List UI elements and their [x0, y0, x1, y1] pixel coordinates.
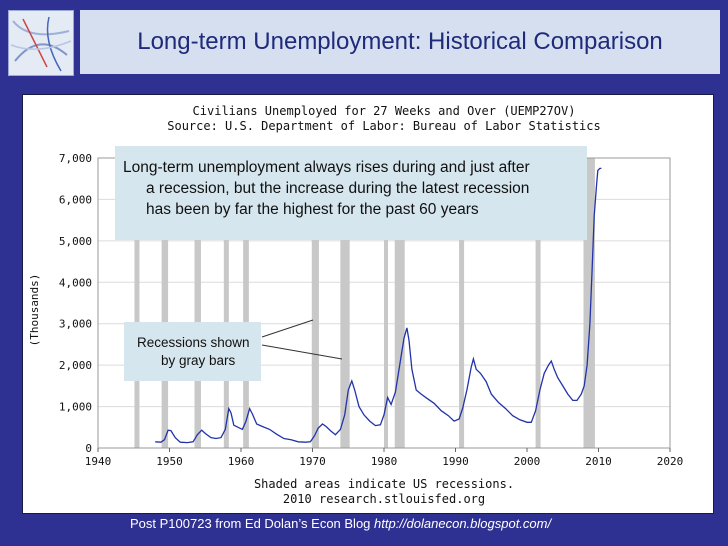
title-banner: Long-term Unemployment: Historical Compa… [80, 10, 720, 74]
axis-ticks: 0 1,000 2,000 3,000 4,000 5,000 6,000 7,000 1940… [59, 152, 683, 468]
footer-link[interactable]: http://dolanecon.blogspot.com/ [374, 516, 552, 531]
chart-frame: Civilians Unemployed for 27 Weeks and Ov… [22, 94, 714, 514]
recession-bar [394, 158, 405, 448]
slide-title: Long-term Unemployment: Historical Compa… [137, 28, 663, 55]
annotation-line-1: Long-term unemployment always rises duri… [123, 159, 530, 176]
recession-bar [243, 158, 249, 448]
chart-credit: 2010 research.stlouisfed.org [283, 492, 485, 506]
x-tick-label: 1940 [85, 455, 112, 468]
recession-bars [134, 158, 595, 448]
annotation-line-2: a recession, but the increase during the… [146, 180, 530, 197]
annotation-line-3: has been by far the highest for the past… [146, 201, 479, 218]
recession-note-line-1: Recessions shown [137, 335, 250, 350]
recession-bar [459, 158, 465, 448]
x-tick-label: 1960 [228, 455, 255, 468]
y-axis-label: (Thousands) [28, 274, 41, 347]
y-tick-label: 1,000 [59, 401, 92, 414]
recession-bar [194, 158, 201, 448]
y-tick-label: 5,000 [59, 235, 92, 248]
recession-bar [311, 158, 319, 448]
recession-bar [161, 158, 169, 448]
recession-bar [535, 158, 541, 448]
annotation-callout-main: Long-term unemployment always rises duri… [115, 146, 587, 240]
callout-pointer-upper [261, 319, 314, 338]
logo-graphic [9, 11, 73, 75]
y-tick-label: 0 [85, 442, 92, 455]
recession-bar [384, 158, 388, 448]
recession-bar [340, 158, 350, 448]
callout-pointer-lower [261, 344, 343, 360]
recession-note-line-2: by gray bars [161, 353, 236, 368]
footer-text: Post P100723 from Ed Dolan’s Econ Blog [130, 516, 371, 531]
recession-bar [134, 158, 140, 448]
footer: Post P100723 from Ed Dolan’s Econ Blog h… [130, 516, 551, 534]
recession-bar [223, 158, 229, 448]
series-line-uemp27ov [155, 167, 602, 444]
logo [8, 10, 74, 76]
recession-bar [583, 158, 595, 448]
y-tick-label: 7,000 [59, 152, 92, 165]
y-tick-label: 2,000 [59, 359, 92, 372]
chart-title: Civilians Unemployed for 27 Weeks and Ov… [193, 104, 576, 118]
chart-subtitle: Source: U.S. Department of Labor: Bureau… [167, 119, 600, 133]
y-tick-label: 6,000 [59, 193, 92, 206]
annotation-callout-recessions: Recessions shown by gray bars [124, 322, 261, 381]
x-tick-label: 1990 [442, 455, 469, 468]
x-tick-label: 2010 [585, 455, 612, 468]
x-tick-label: 1980 [371, 455, 398, 468]
y-tick-label: 3,000 [59, 318, 92, 331]
x-axis-caption: Shaded areas indicate US recessions. [254, 477, 514, 491]
x-tick-label: 2000 [514, 455, 541, 468]
x-tick-label: 1970 [299, 455, 326, 468]
x-tick-label: 1950 [156, 455, 183, 468]
y-tick-label: 4,000 [59, 276, 92, 289]
x-tick-label: 2020 [657, 455, 684, 468]
